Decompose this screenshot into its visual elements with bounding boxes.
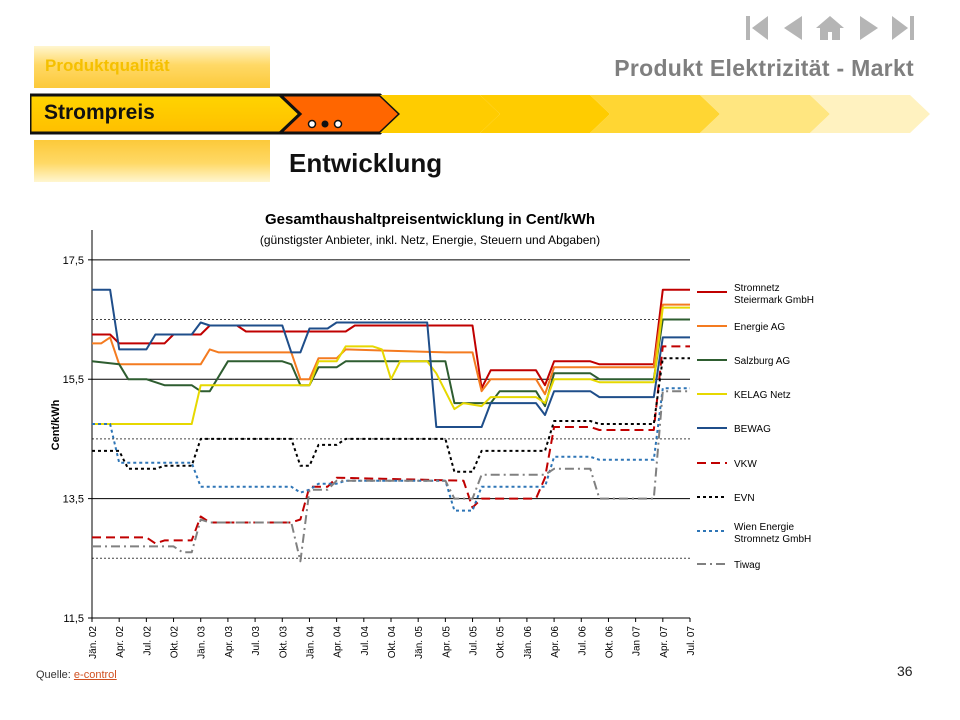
tab-produktqualitaet-label: Produktqualität <box>45 56 170 75</box>
ellipsis-dot-icon <box>307 119 317 129</box>
chart-title: Gesamthaushaltpreisentwicklung in Cent/k… <box>265 211 595 228</box>
breadcrumb-step-6[interactable] <box>700 95 830 133</box>
breadcrumb <box>28 93 930 135</box>
next-page-icon[interactable] <box>860 16 878 40</box>
tab-strompreis-shadow <box>34 140 270 182</box>
previous-page-icon[interactable] <box>784 16 802 40</box>
legend-label: VKW <box>734 459 757 470</box>
y-tick-label: 13,5 <box>63 494 84 506</box>
series-layer <box>91 288 690 563</box>
x-tick-label: Okt. 04 <box>387 626 398 659</box>
series-line-5 <box>92 345 690 545</box>
legend-label: EVN <box>734 493 755 504</box>
slide-navigation <box>742 12 922 44</box>
x-tick-label: Okt. 03 <box>278 626 289 659</box>
breadcrumb-step-5[interactable] <box>590 95 720 133</box>
x-tick-label: Jul. 07 <box>686 626 697 656</box>
x-tick-label: Okt. 05 <box>496 626 507 659</box>
x-tick-label: Apr. 03 <box>224 626 235 658</box>
chart-subtitle: (günstigster Anbieter, inkl. Netz, Energ… <box>260 233 600 247</box>
legend-label: Stromnetz Steiermark GmbH <box>734 283 814 306</box>
x-tick-label: Jän. 02 <box>88 626 99 659</box>
x-tick-label: Apr. 05 <box>441 626 452 658</box>
source-label: Quelle: <box>36 669 71 681</box>
axis-layer: 11,5 13,5 15,5 17,5 Jän. 02 Apr. 02 Jul. 02 Okt… <box>63 230 697 659</box>
x-tick-label: Jan 07 <box>632 626 643 656</box>
series-line-7 <box>92 387 690 512</box>
first-page-icon[interactable] <box>746 16 768 40</box>
y-tick-label: 17,5 <box>63 255 84 267</box>
x-tick-label: Apr. 06 <box>550 626 561 658</box>
source-link[interactable]: e-control <box>73 669 117 681</box>
tab-produktqualitaet[interactable]: Produktqualität <box>34 46 270 88</box>
series-line-1 <box>92 303 690 396</box>
x-tick-label: Jul. 06 <box>577 626 588 656</box>
x-tick-label: Apr. 02 <box>115 626 126 658</box>
series-line-0 <box>92 288 690 390</box>
x-tick-label: Jän. 06 <box>523 626 534 659</box>
series-line-2 <box>91 318 690 408</box>
legend-label: Energie AG <box>734 322 785 333</box>
x-tick-label: Apr. 04 <box>333 626 344 658</box>
x-tick-label: Jän. 05 <box>414 626 425 659</box>
breadcrumb-step-4[interactable] <box>480 95 610 133</box>
series-line-3 <box>92 306 690 425</box>
last-page-icon[interactable] <box>892 16 914 40</box>
source-note: Quelle: e-control <box>36 669 117 681</box>
series-line-8 <box>92 390 690 563</box>
legend-label: BEWAG <box>734 424 771 435</box>
breadcrumb-step-3[interactable] <box>380 95 500 133</box>
series-line-6 <box>92 357 690 473</box>
legend-label: Tiwag <box>734 560 760 571</box>
x-tick-label: Okt. 02 <box>170 626 181 659</box>
ellipsis-dot-icon <box>321 120 329 128</box>
breadcrumb-label: Strompreis <box>44 101 155 124</box>
x-tick-label: Jul. 05 <box>469 626 480 656</box>
y-tick-label: 11,5 <box>63 613 84 625</box>
y-axis-label: Cent/kWh <box>50 399 62 450</box>
breadcrumb-step-7[interactable] <box>810 95 930 133</box>
grid-layer <box>92 259 690 559</box>
home-icon[interactable] <box>816 16 844 40</box>
series-line-4 <box>92 288 690 428</box>
x-tick-label: Jän. 03 <box>197 626 208 659</box>
x-tick-label: Okt. 06 <box>604 626 615 659</box>
x-tick-label: Jul. 02 <box>142 626 153 656</box>
y-tick-label: 15,5 <box>63 374 84 386</box>
page-number: 36 <box>897 663 913 679</box>
x-tick-label: Jul. 03 <box>251 626 262 656</box>
legend-label: KELAG Netz <box>734 390 791 401</box>
page-title: Entwicklung <box>289 148 443 178</box>
x-tick-label: Apr. 07 <box>659 626 670 658</box>
legend-label: Wien Energie Stromnetz GmbH <box>734 522 811 545</box>
x-tick-label: Jän. 04 <box>305 626 316 659</box>
legend: Stromnetz Steiermark GmbH Energie AG Salzbu… <box>697 283 814 571</box>
x-tick-label: Jul. 04 <box>360 626 371 656</box>
ellipsis-dot-icon <box>333 119 343 129</box>
app-title: Produkt Elektrizität - Markt <box>614 55 914 81</box>
legend-label: Salzburg AG <box>734 356 790 367</box>
